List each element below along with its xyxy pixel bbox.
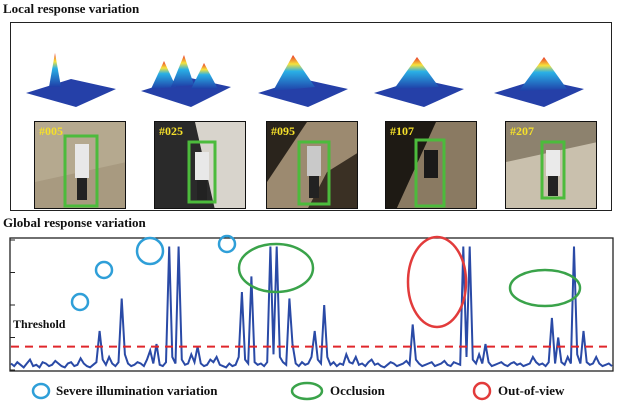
legend-illumination-label: Severe illumination variation: [56, 383, 218, 398]
illumination-marker: [94, 260, 114, 280]
response-curve: [10, 246, 613, 369]
illumination-marker: [70, 292, 90, 312]
legend-occlusion-icon: [290, 381, 324, 401]
legend-out-of-view-icon: [472, 381, 492, 401]
frame-label: #005: [39, 124, 63, 138]
video-frame-025: #025: [154, 121, 246, 209]
response-surface-3: [258, 55, 348, 107]
response-surface-1: [26, 53, 116, 107]
frame-label: #025: [159, 124, 183, 138]
local-response-panel: #005 #025 #095 #107 #207: [10, 22, 612, 211]
frame-label: #107: [390, 124, 414, 138]
global-response-heading: Global response variation: [3, 215, 146, 230]
video-frame-107: #107: [385, 121, 477, 209]
frame-label: #207: [510, 124, 534, 138]
legend-occlusion-label: Occlusion: [330, 383, 385, 398]
out-of-view-marker: [406, 235, 468, 329]
response-surface-4: [374, 57, 464, 107]
video-frame-005: #005: [34, 121, 126, 209]
legend-out-of-view-label: Out-of-view: [498, 383, 565, 398]
response-surface-5: [494, 57, 584, 107]
legend-illumination-icon: [31, 382, 51, 400]
frame-label: #095: [271, 124, 295, 138]
local-response-heading: Local response variation: [3, 1, 140, 16]
response-surface-2: [141, 55, 231, 107]
illumination-marker: [135, 236, 165, 266]
occlusion-marker: [508, 268, 582, 308]
threshold-label: Threshold: [13, 317, 66, 331]
occlusion-marker: [237, 242, 315, 294]
video-frame-207: #207: [505, 121, 597, 209]
illumination-marker: [217, 234, 237, 254]
video-frame-095: #095: [266, 121, 358, 209]
